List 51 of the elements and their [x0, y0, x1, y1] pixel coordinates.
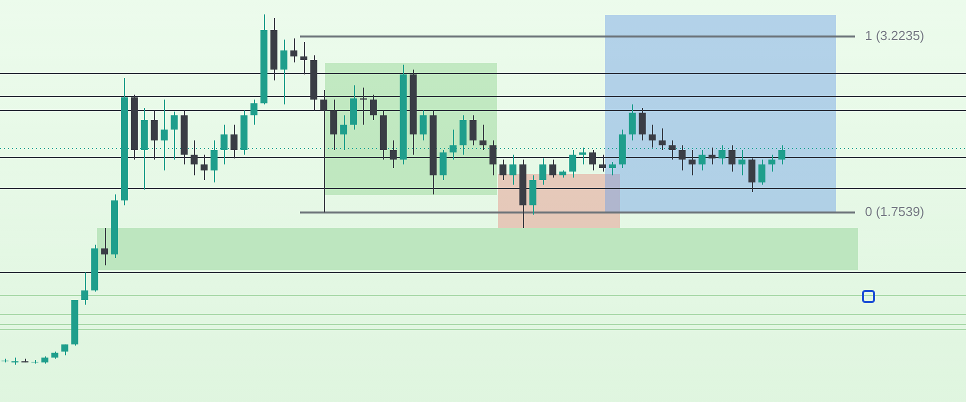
candlestick	[698, 150, 706, 171]
candlestick	[718, 144, 726, 165]
candlestick	[420, 110, 427, 141]
candlestick	[599, 154, 606, 172]
candlestick	[768, 154, 776, 172]
candlestick	[320, 90, 328, 213]
candlestick	[539, 158, 546, 186]
candlestick	[728, 144, 736, 172]
candlestick	[708, 147, 716, 165]
candlestick	[81, 272, 88, 306]
candlestick	[579, 147, 586, 165]
candlestick	[589, 150, 596, 171]
candlestick	[170, 111, 178, 160]
candlestick	[509, 154, 516, 186]
candlestick	[150, 110, 158, 160]
candlestick	[160, 99, 168, 171]
candlestick	[290, 38, 298, 63]
candlestick	[440, 150, 447, 180]
candlestick	[250, 99, 258, 126]
candlestick	[778, 144, 786, 165]
candlestick	[489, 140, 496, 176]
candlestick	[668, 140, 676, 160]
candlestick	[190, 140, 198, 176]
candlestick	[608, 162, 616, 176]
candlestick	[220, 124, 228, 165]
candlestick	[280, 39, 288, 105]
ref-line-label: 1 (3.2235)	[865, 28, 924, 44]
candlestick	[628, 104, 636, 141]
candlestick	[638, 108, 646, 141]
candlestick	[688, 150, 696, 176]
candlestick	[230, 124, 238, 159]
candlestick	[738, 150, 746, 176]
candlestick	[390, 140, 397, 168]
candlestick	[758, 159, 766, 186]
candlestick	[569, 150, 576, 178]
candlestick	[370, 94, 377, 120]
candlestick	[470, 114, 477, 146]
candlestick	[499, 159, 506, 180]
candlestick	[300, 42, 308, 75]
candlestick	[450, 129, 457, 160]
candlestick	[330, 99, 338, 150]
ref-line-label: 0 (1.7539)	[865, 204, 924, 220]
candlestick	[340, 114, 348, 150]
candlestick	[200, 154, 208, 180]
candlestick	[101, 228, 108, 266]
candlestick	[678, 144, 686, 171]
candlestick	[210, 140, 218, 183]
candlestick	[748, 158, 756, 192]
candlestick	[480, 124, 486, 150]
candlestick	[648, 124, 656, 148]
candlestick	[549, 159, 556, 178]
